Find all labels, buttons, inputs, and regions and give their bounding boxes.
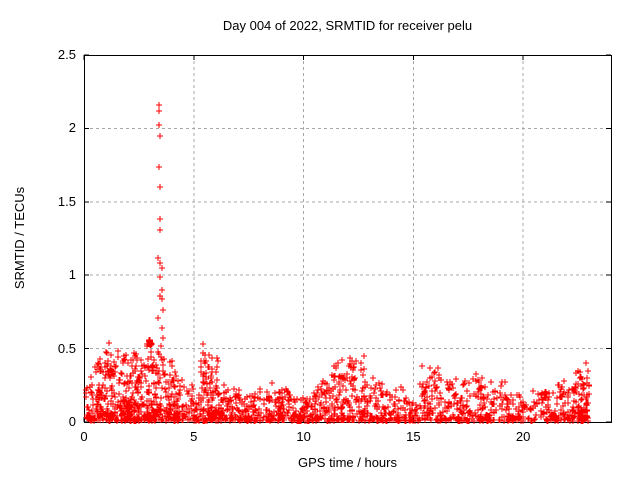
y-tick-label: 2: [68, 120, 76, 136]
y-tick-label: 2.5: [57, 47, 76, 62]
chart-title: Day 004 of 2022, SRMTID for receiver pel…: [222, 18, 473, 33]
y-tick-label: 0: [68, 414, 76, 429]
x-tick-label: 15: [406, 429, 421, 444]
y-tick-label: 1.5: [57, 193, 76, 209]
x-tick-label: 10: [296, 429, 311, 444]
scatter-points-srmtid: [83, 102, 592, 424]
x-tick-label: 20: [515, 429, 531, 444]
plot-frame: [84, 55, 612, 423]
x-tick-label: 5: [190, 429, 198, 444]
y-tick-label: 0.5: [57, 340, 76, 356]
y-axis-label: SRMTID / TECUs: [12, 186, 27, 290]
x-axis-label: GPS time / hours: [298, 455, 397, 470]
x-tick-label: 0: [80, 429, 88, 444]
y-tick-label: 1: [68, 267, 76, 283]
